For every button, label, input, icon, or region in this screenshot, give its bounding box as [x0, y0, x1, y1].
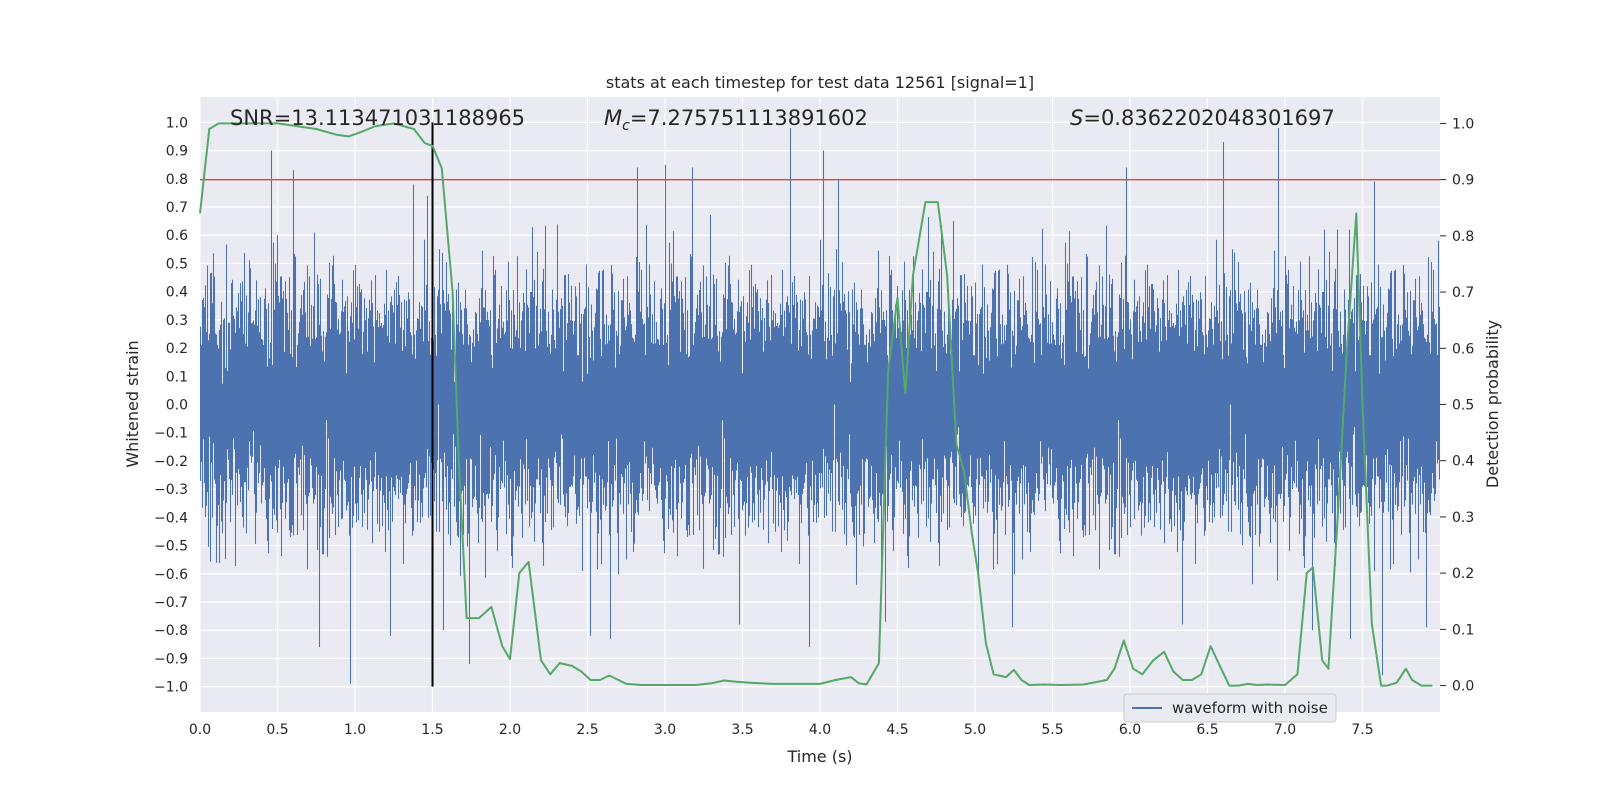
- y-right-tick-label: 0.2: [1452, 566, 1474, 582]
- overlay-lines: [200, 122, 1440, 687]
- y-right-tick-label: 0.5: [1452, 398, 1474, 414]
- y-left-tick-label: 0.8: [166, 172, 188, 188]
- y-left-tick-label: −0.2: [154, 454, 188, 470]
- x-tick-label: 3.0: [654, 722, 676, 738]
- chirp-mass-subscript: c: [622, 118, 630, 134]
- x-tick-label: 1.5: [421, 722, 443, 738]
- x-tick-label: 4.0: [809, 722, 831, 738]
- detection-probability-line: [199, 122, 1433, 687]
- x-axis-label: Time (s): [786, 747, 852, 766]
- x-tick-label: 6.5: [1196, 722, 1218, 738]
- y-axis-right: 1.0 0.9 0.8 0.7 0.6 0.5 0.4 0.3 0.2 0.1 0.0: [1440, 116, 1474, 695]
- y-left-tick-label: −1.0: [154, 680, 188, 696]
- y-left-tick-label: −0.4: [154, 510, 188, 526]
- x-tick-label: 2.5: [576, 722, 598, 738]
- y-axis-right-label: Detection probability: [1483, 320, 1502, 488]
- y-right-tick-label: 0.8: [1452, 229, 1474, 245]
- x-tick-label: 0.5: [266, 722, 288, 738]
- waveform-trace: [199, 128, 1441, 684]
- x-tick-label: 2.0: [499, 722, 521, 738]
- legend-label: waveform with noise: [1172, 699, 1328, 717]
- y-right-tick-label: 0.3: [1452, 510, 1474, 526]
- x-axis: 0.0 0.5 1.0 1.5 2.0 2.5 3.0 3.5 4.0 4.5 5.0 5.5 6.0 6…: [189, 722, 1374, 738]
- y-right-tick-label: 0.9: [1452, 173, 1474, 189]
- x-tick-label: 6.0: [1119, 722, 1141, 738]
- legend-box: [1123, 693, 1337, 723]
- y-left-tick-label: −0.7: [154, 595, 188, 611]
- detection-probability-series: [199, 122, 1433, 687]
- y-left-tick-label: 0.9: [166, 144, 188, 160]
- y-left-tick-label: 1.0: [166, 115, 188, 131]
- y-right-tick-label: 0.7: [1452, 285, 1474, 301]
- x-tick-label: 3.5: [731, 722, 753, 738]
- chart-title: stats at each timestep for test data 125…: [606, 73, 1034, 92]
- y-right-tick-label: 0.4: [1452, 454, 1474, 470]
- y-left-tick-label: −0.9: [154, 651, 188, 667]
- y-left-tick-label: 0.1: [166, 369, 188, 385]
- y-axis-left: 1.0 0.9 0.8 0.7 0.6 0.5 0.4 0.3 0.2 0.1 0.0 −0.1 −0.…: [154, 115, 188, 695]
- x-tick-label: 0.0: [189, 722, 211, 738]
- score-symbol: S: [1070, 106, 1083, 130]
- x-tick-label: 5.5: [1041, 722, 1063, 738]
- chirp-mass-value: =7.275751113891602: [630, 106, 868, 130]
- y-right-tick-label: 1.0: [1452, 116, 1474, 132]
- y-left-tick-label: 0.2: [166, 341, 188, 357]
- snr-annotation: SNR=13.113471031188965: [230, 106, 525, 130]
- x-tick-label: 7.5: [1351, 722, 1373, 738]
- y-left-tick-label: −0.1: [154, 426, 188, 442]
- chirp-mass-annotation: Mc=7.275751113891602: [604, 106, 868, 134]
- chirp-mass-symbol: M: [604, 106, 622, 130]
- y-axis-left-label: Whitened strain: [123, 340, 142, 467]
- score-annotation: S=0.8362202048301697: [1070, 106, 1335, 130]
- waveform-with-noise-series: [199, 128, 1441, 684]
- x-tick-label: 7.0: [1274, 722, 1296, 738]
- y-left-tick-label: −0.8: [154, 623, 188, 639]
- y-left-tick-label: 0.0: [166, 398, 188, 414]
- score-value: =0.8362202048301697: [1083, 106, 1334, 130]
- y-right-tick-label: 0.6: [1452, 341, 1474, 357]
- y-left-tick-label: 0.7: [166, 200, 188, 216]
- y-left-tick-label: 0.5: [166, 256, 188, 272]
- y-left-tick-label: 0.4: [166, 285, 188, 301]
- legend: waveform with noise: [1123, 693, 1337, 723]
- y-left-tick-label: −0.3: [154, 482, 188, 498]
- y-left-tick-label: 0.6: [166, 228, 188, 244]
- y-right-tick-label: 0.1: [1452, 622, 1474, 638]
- x-tick-label: 4.5: [886, 722, 908, 738]
- x-tick-label: 1.0: [344, 722, 366, 738]
- y-left-tick-label: 0.3: [166, 313, 188, 329]
- x-tick-label: 5.0: [964, 722, 986, 738]
- y-left-tick-label: −0.6: [154, 567, 188, 583]
- y-right-tick-label: 0.0: [1452, 679, 1474, 695]
- y-left-tick-label: −0.5: [154, 539, 188, 555]
